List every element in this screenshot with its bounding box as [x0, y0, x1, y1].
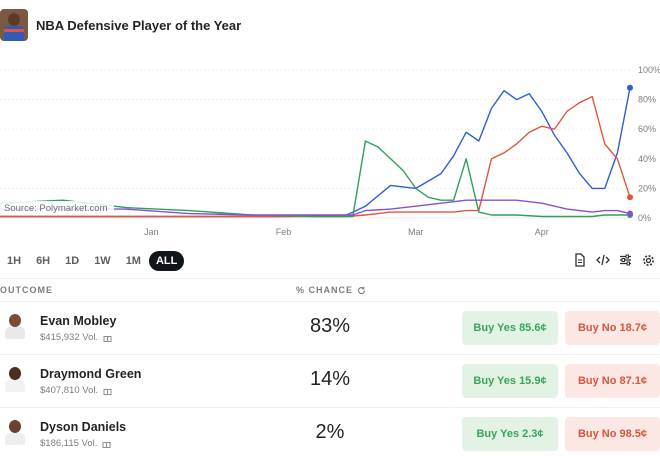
- x-tick-label: Jan: [144, 227, 159, 237]
- y-tick-label: 0%: [638, 213, 651, 223]
- outcome-chance: 14%: [309, 368, 351, 390]
- series-line: [0, 199, 631, 216]
- outcome-volume: $186,115 Vol.: [40, 438, 111, 449]
- document-icon[interactable]: [572, 252, 587, 268]
- x-tick-label: Feb: [276, 227, 292, 237]
- source-label-bg: [0, 201, 114, 214]
- outcome-column-header: OUTCOME: [0, 285, 53, 295]
- timeframe-1w[interactable]: 1W: [94, 255, 111, 267]
- buy-no-button[interactable]: Buy No 87.1¢: [565, 364, 660, 398]
- volume-text: $186,115 Vol.: [40, 438, 98, 449]
- market-header: NBA Defensive Player of the Year: [0, 8, 660, 42]
- y-tick-label: 100%: [638, 65, 660, 75]
- y-tick-label: 20%: [638, 183, 656, 193]
- outcome-row[interactable]: Evan Mobley $415,932 Vol. 83% Buy Yes 85…: [0, 301, 660, 354]
- timeframe-1h[interactable]: 1H: [7, 255, 22, 267]
- sliders-icon[interactable]: [618, 252, 633, 268]
- gear-icon[interactable]: [641, 252, 656, 268]
- market-avatar: [0, 9, 28, 41]
- player-avatar: [4, 419, 26, 445]
- buy-no-button[interactable]: Buy No 18.7¢: [565, 311, 660, 345]
- outcome-row[interactable]: Dyson Daniels $186,115 Vol. 2% Buy Yes 2…: [0, 407, 660, 456]
- y-tick-label: 80%: [638, 95, 656, 105]
- buy-yes-button[interactable]: Buy Yes 2.3¢: [462, 417, 558, 451]
- price-chart[interactable]: 100% 80% 60% 40% 20% 0% Jan Feb Mar Apr Source: Po…: [0, 60, 660, 240]
- outcome-volume: $415,932 Vol.: [40, 332, 112, 343]
- outcome-chance: 2%: [315, 421, 345, 443]
- gift-icon: [102, 442, 111, 448]
- player-avatar: [4, 313, 26, 339]
- outcome-chance: 83%: [309, 315, 351, 337]
- timeframe-all[interactable]: ALL: [148, 251, 185, 271]
- outcome-name: Evan Mobley: [40, 314, 117, 328]
- outcome-name: Dyson Daniels: [40, 420, 127, 434]
- outcome-row[interactable]: Draymond Green $407,810 Vol. 14% Buy Yes…: [0, 354, 660, 407]
- y-tick-label: 40%: [638, 154, 656, 164]
- outcome-name: Draymond Green: [40, 367, 142, 381]
- x-tick-label: Mar: [408, 227, 424, 237]
- chance-column-header: % CHANCE: [296, 285, 366, 295]
- buy-yes-button[interactable]: Buy Yes 15.9¢: [462, 364, 558, 398]
- series-endpoint: [627, 210, 633, 217]
- gift-icon: [103, 336, 112, 342]
- y-tick-label: 60%: [638, 124, 656, 134]
- source-label: Source: Polymarket.com: [4, 203, 108, 214]
- volume-text: $415,932 Vol.: [40, 332, 99, 343]
- series-line: [0, 87, 631, 218]
- series-line: [0, 95, 631, 218]
- series-endpoint: [627, 194, 633, 201]
- volume-text: $407,810 Vol.: [40, 385, 99, 396]
- player-avatar: [4, 366, 26, 392]
- x-tick-label: Apr: [535, 227, 549, 237]
- timeframe-1m[interactable]: 1M: [125, 255, 141, 267]
- timeframe-1d[interactable]: 1D: [65, 255, 80, 267]
- page-title: NBA Defensive Player of the Year: [36, 17, 242, 33]
- outcomes-table-header: OUTCOME % CHANCE: [0, 278, 660, 300]
- outcome-volume: $407,810 Vol.: [40, 385, 112, 396]
- timeframe-6h[interactable]: 6H: [36, 255, 51, 267]
- code-icon[interactable]: [595, 252, 610, 268]
- chart-tools: [572, 252, 656, 268]
- refresh-icon[interactable]: [357, 286, 366, 295]
- timeframe-selector: 1H 6H 1D 1W 1M ALL: [0, 250, 660, 272]
- buy-yes-button[interactable]: Buy Yes 85.6¢: [462, 311, 558, 345]
- series-endpoint: [627, 84, 633, 91]
- chance-column-label: % CHANCE: [296, 285, 354, 295]
- buy-no-button[interactable]: Buy No 98.5¢: [565, 417, 660, 451]
- gift-icon: [103, 389, 112, 395]
- price-chart-svg: 100% 80% 60% 40% 20% 0% Jan Feb Mar Apr Source: Po…: [0, 65, 660, 237]
